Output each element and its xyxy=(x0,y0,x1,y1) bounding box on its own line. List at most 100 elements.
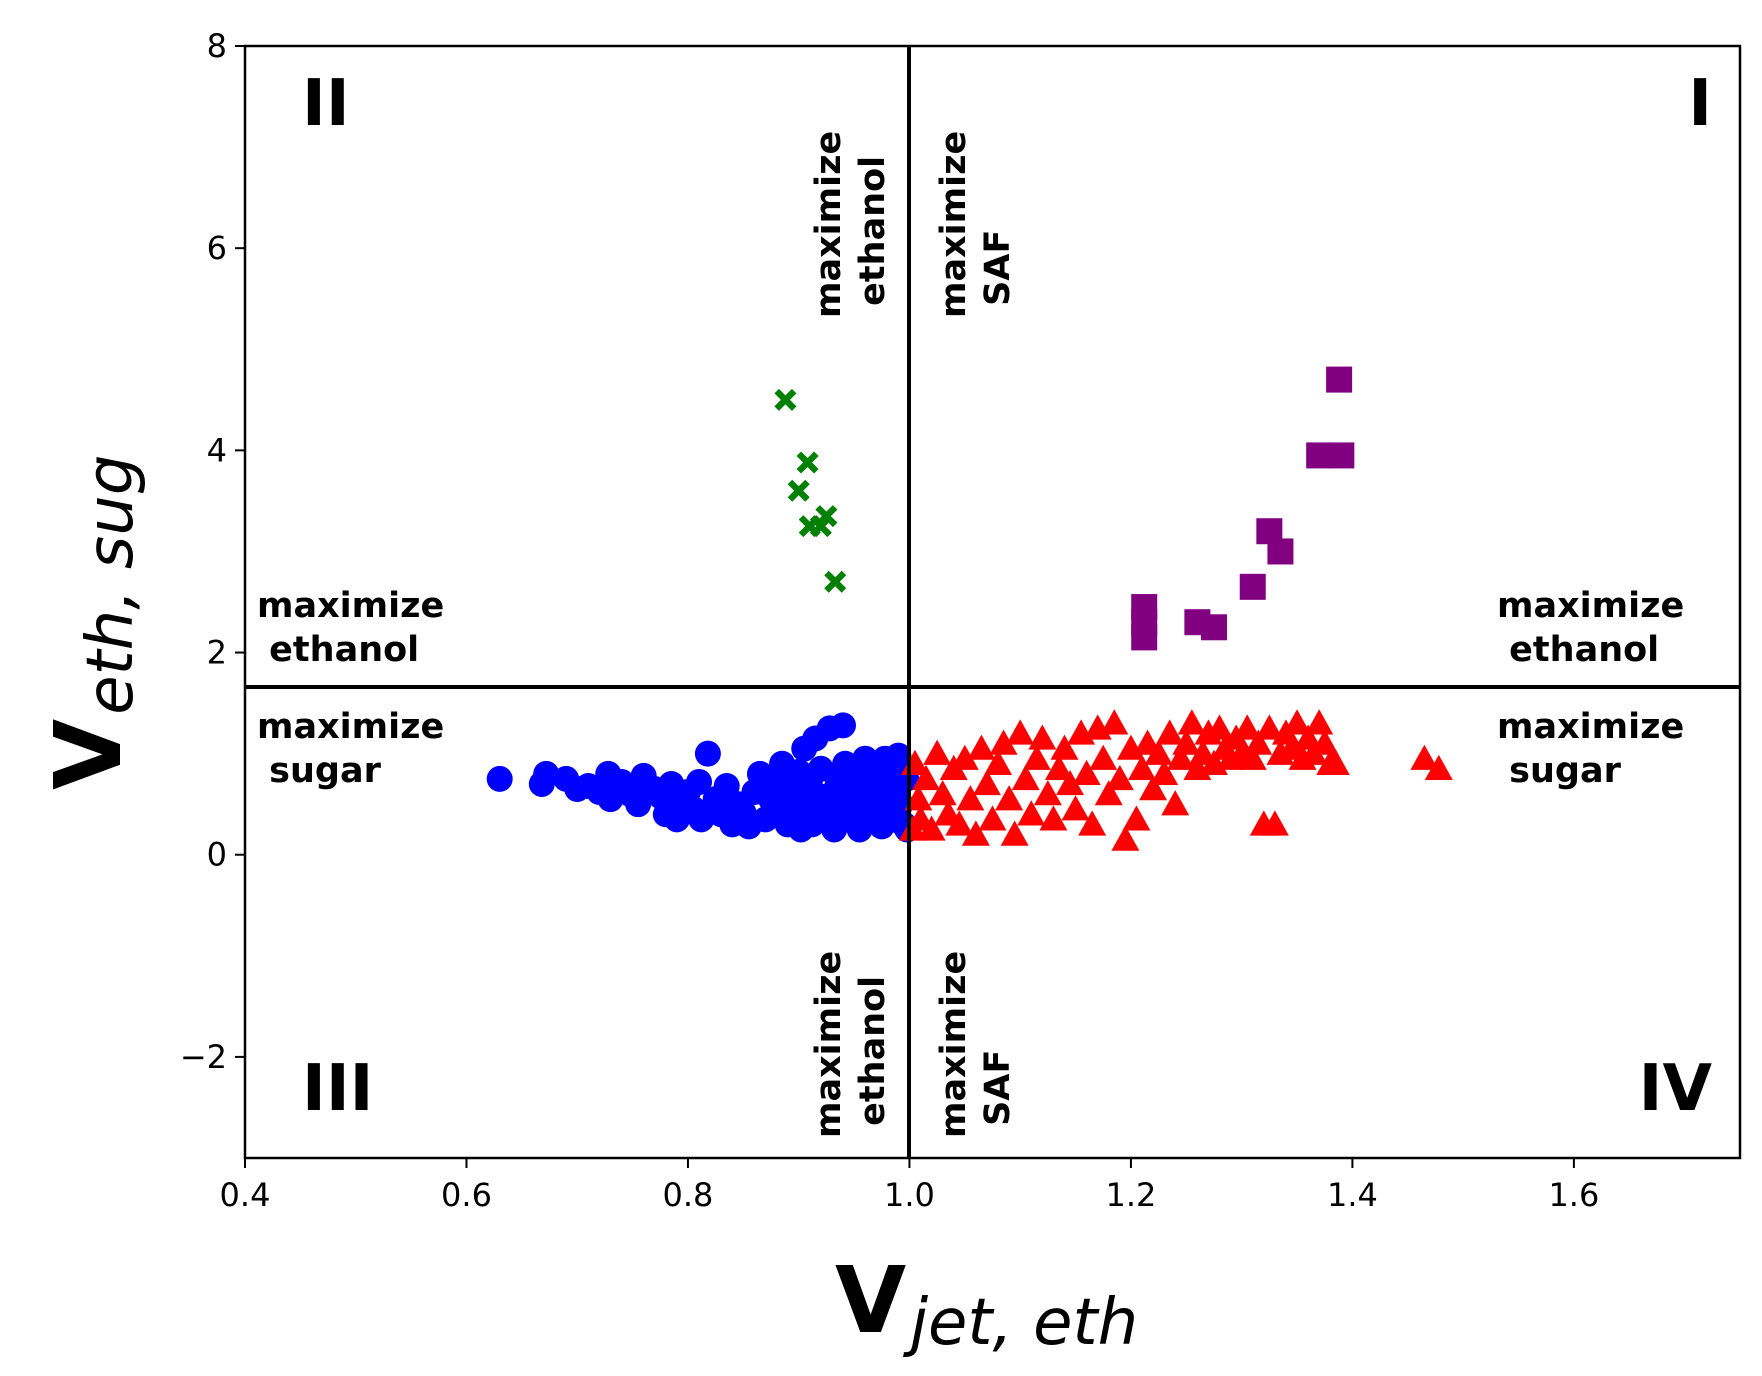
data-point-circle xyxy=(694,740,721,767)
annotation-bottom-left-vertical: maximize ethanol xyxy=(809,951,893,1138)
data-point-circle xyxy=(533,760,560,787)
quadrant-label-IV: IV xyxy=(1639,1052,1713,1126)
data-point-triangle xyxy=(995,785,1024,811)
series-square xyxy=(1131,366,1355,651)
data-point-circle xyxy=(885,742,912,769)
data-point-triangle xyxy=(1260,810,1289,836)
data-point-triangle xyxy=(1094,780,1123,806)
data-point-square xyxy=(1267,538,1294,565)
data-point-x xyxy=(815,505,838,528)
annotation-line: maximize xyxy=(934,951,974,1138)
annotation-line: maximize xyxy=(809,951,849,1138)
data-point-x xyxy=(774,388,797,411)
data-point-square xyxy=(1326,366,1353,393)
x-tick-label: 1.0 xyxy=(884,1176,935,1214)
annotation-right-lower: maximize sugar xyxy=(1497,707,1684,791)
data-point-triangle xyxy=(1105,764,1134,791)
quadrant-label-III: III xyxy=(302,1052,373,1126)
data-point-triangle xyxy=(1233,714,1262,740)
series-x-filled xyxy=(774,388,847,593)
x-tick-label: 1.6 xyxy=(1548,1176,1599,1214)
annotation-line: maximize xyxy=(257,586,444,626)
data-point-triangle xyxy=(1028,724,1057,750)
data-point-triangle xyxy=(1255,714,1284,740)
data-point-triangle xyxy=(1000,820,1029,846)
plot-frame xyxy=(243,44,1742,1160)
data-point-triangle xyxy=(1078,810,1107,836)
quadrant-label-I: I xyxy=(1688,67,1712,141)
annotation-line: maximize xyxy=(257,707,444,747)
data-point-triangle xyxy=(1050,734,1079,760)
data-point-triangle xyxy=(1155,719,1184,745)
data-point-triangle xyxy=(1305,709,1334,735)
data-marks xyxy=(486,366,1453,851)
y-tick-label: 2 xyxy=(207,634,227,672)
data-point-triangle xyxy=(1056,769,1085,796)
data-point-triangle xyxy=(1039,805,1068,831)
x-tick-label: 0.4 xyxy=(220,1176,271,1214)
data-point-triangle xyxy=(1033,780,1062,806)
y-tick-label: 8 xyxy=(207,27,227,65)
data-point-square xyxy=(1131,624,1158,651)
series-triangle xyxy=(898,709,1453,851)
data-point-triangle xyxy=(1017,800,1046,826)
y-tick-label: 0 xyxy=(207,836,227,874)
x-tick-label: 0.6 xyxy=(441,1176,492,1214)
data-point-x xyxy=(824,570,847,593)
annotation-left-upper: maximize ethanol xyxy=(257,586,444,670)
data-point-triangle xyxy=(1111,825,1140,851)
data-point-triangle xyxy=(1006,719,1035,745)
data-point-triangle xyxy=(928,780,957,806)
annotation-line: ethanol xyxy=(853,976,893,1138)
annotation-line: ethanol xyxy=(1497,630,1659,670)
data-point-triangle xyxy=(1150,759,1179,786)
data-point-circle xyxy=(486,765,513,792)
data-point-triangle xyxy=(1244,729,1273,755)
data-point-triangle xyxy=(1310,729,1339,755)
annotation-line: ethanol xyxy=(853,156,893,318)
annotation-line: SAF xyxy=(978,230,1018,318)
x-tick-label: 1.4 xyxy=(1327,1176,1378,1214)
data-point-triangle xyxy=(956,785,985,811)
x-tick-label: 1.2 xyxy=(1105,1176,1156,1214)
data-point-triangle xyxy=(1122,805,1151,831)
annotation-line: maximize xyxy=(934,131,974,318)
series-circle xyxy=(486,712,921,843)
data-point-triangle xyxy=(945,810,974,836)
annotation-bottom-right-vertical: maximize SAF xyxy=(934,951,1018,1138)
data-point-triangle xyxy=(1238,744,1267,770)
data-point-triangle xyxy=(984,749,1013,775)
data-point-x xyxy=(796,451,819,474)
data-point-triangle xyxy=(972,769,1001,796)
data-point-circle xyxy=(686,768,713,795)
annotation-top-right-vertical: maximize SAF xyxy=(934,131,1018,318)
y-tick-label: −2 xyxy=(180,1038,227,1076)
annotation-line: maximize xyxy=(809,131,849,318)
data-point-triangle xyxy=(1100,709,1129,735)
data-point-triangle xyxy=(989,729,1018,755)
data-point-x xyxy=(809,515,832,538)
annotation-line: SAF xyxy=(978,1050,1018,1138)
data-point-triangle xyxy=(923,739,952,765)
data-point-triangle xyxy=(917,815,946,841)
data-point-triangle xyxy=(1172,729,1201,755)
annotation-left-lower: maximize sugar xyxy=(257,707,444,791)
data-point-circle xyxy=(688,806,715,833)
data-point-square xyxy=(1200,614,1227,641)
data-point-triangle xyxy=(1424,754,1453,780)
data-point-x xyxy=(787,479,810,502)
data-point-triangle xyxy=(1205,714,1234,740)
annotation-top-left-vertical: maximize ethanol xyxy=(809,131,893,318)
data-point-triangle xyxy=(967,734,996,760)
data-point-triangle xyxy=(1072,759,1101,786)
data-point-triangle xyxy=(1139,775,1168,801)
data-point-triangle xyxy=(1022,744,1051,770)
annotation-line: maximize xyxy=(1497,707,1684,747)
annotation-line: ethanol xyxy=(257,630,419,670)
data-point-triangle xyxy=(1321,749,1350,775)
y-tick-label: 4 xyxy=(207,431,227,469)
quadrant-label-II: II xyxy=(302,67,350,141)
data-point-square xyxy=(1306,442,1333,469)
x-axis-label: Vjet, eth xyxy=(835,1247,1138,1360)
